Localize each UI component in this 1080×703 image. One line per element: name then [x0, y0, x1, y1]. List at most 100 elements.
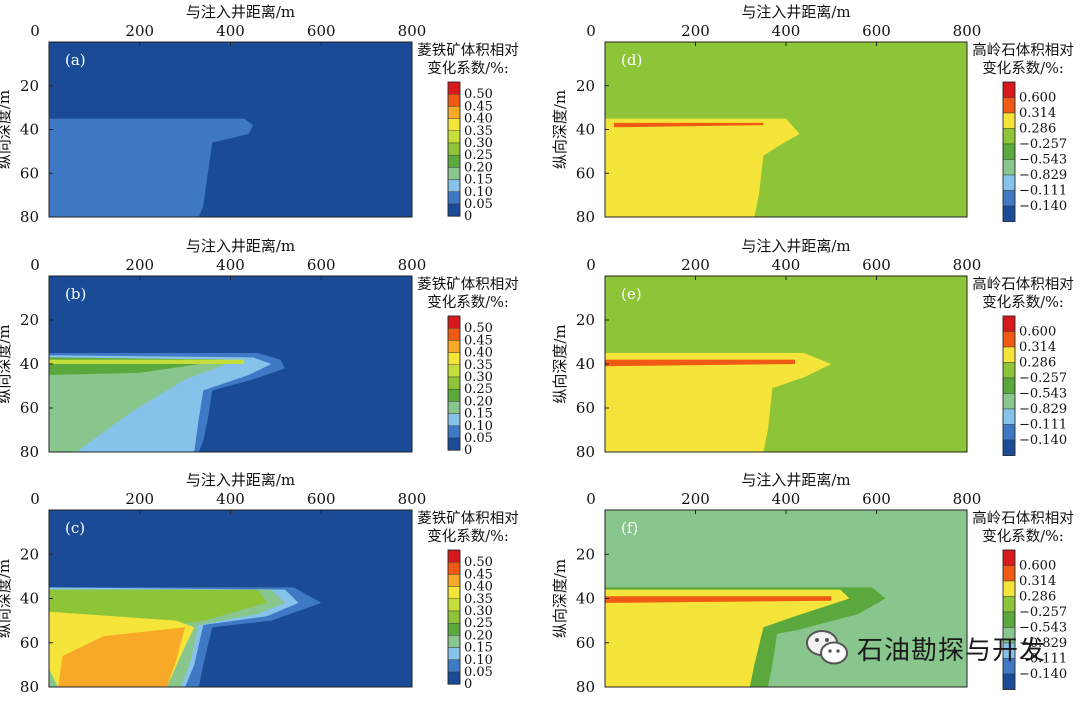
- x-tick-label: 800: [398, 22, 427, 40]
- legend-level-label: 0: [464, 209, 472, 224]
- y-axis-label: 纵向深度/m: [551, 559, 569, 638]
- y-tick-label: 80: [576, 208, 595, 226]
- legend-swatch: [447, 154, 461, 168]
- legend-level-label: −0.257: [1019, 605, 1067, 620]
- y-axis-label: 纵向深度/m: [0, 559, 13, 638]
- legend-title: 菱铁矿体积相对: [417, 276, 519, 293]
- legend-swatch: [1002, 580, 1016, 597]
- x-tick-label: 400: [216, 22, 245, 40]
- y-tick-label: 40: [576, 355, 595, 373]
- legend-level-label: 0.25: [464, 616, 493, 631]
- legend-level-label: −0.111: [1019, 652, 1067, 667]
- legend-swatch: [447, 574, 461, 587]
- x-tick-label: 400: [772, 256, 801, 274]
- legend-level-label: 0.35: [464, 124, 493, 139]
- legend-level-label: 0.25: [464, 382, 493, 397]
- legend-level-label: 0.600: [1019, 91, 1056, 106]
- legend-level-label: −0.543: [1019, 387, 1067, 402]
- legend-swatch: [1002, 205, 1016, 222]
- x-tick-label: 200: [125, 490, 154, 508]
- legend-level-label: 0.20: [464, 628, 493, 643]
- y-tick-label: 80: [20, 208, 39, 226]
- x-tick-label: 0: [30, 256, 40, 274]
- y-tick-label: 20: [20, 77, 39, 95]
- legend-swatch: [447, 671, 461, 685]
- legend-swatch: [1002, 408, 1016, 425]
- legend-swatch: [1002, 128, 1016, 145]
- y-axis-label: 纵向深度/m: [0, 324, 13, 403]
- legend-swatch: [1002, 424, 1016, 441]
- legend-swatch: [447, 93, 461, 107]
- y-tick-label: 60: [576, 164, 595, 182]
- y-tick-label: 40: [20, 121, 39, 139]
- x-tick-label: 0: [586, 490, 596, 508]
- panel-label: (f): [621, 519, 638, 537]
- legend-level-label: 0.286: [1019, 590, 1056, 605]
- x-axis-label: 与注入井距离/m: [186, 237, 295, 255]
- legend-level-label: 0.20: [464, 394, 493, 409]
- legend-level-label: 0.50: [464, 321, 493, 336]
- legend-title: 高岭石体积相对: [972, 276, 1074, 293]
- legend-swatch: [447, 659, 461, 673]
- contour-region: [605, 589, 850, 687]
- y-axis-label: 纵向深度/m: [551, 324, 569, 403]
- legend-swatch: [447, 635, 461, 648]
- legend-level-label: 0.40: [464, 346, 493, 361]
- y-tick-label: 20: [576, 311, 595, 329]
- legend-title: 变化系数/%:: [982, 528, 1064, 545]
- legend-level-label: 0.40: [464, 580, 493, 595]
- x-tick-label: 800: [398, 490, 427, 508]
- legend-level-label: 0.10: [464, 419, 493, 434]
- y-tick-label: 40: [20, 590, 39, 608]
- x-tick-label: 200: [681, 22, 710, 40]
- watermark-text: 石油勘探与开发: [857, 635, 1047, 666]
- panel-label: (e): [621, 285, 642, 303]
- legend-swatch: [447, 623, 461, 636]
- y-tick-label: 60: [20, 164, 39, 182]
- legend-swatch: [447, 328, 461, 341]
- y-tick-label: 60: [20, 399, 39, 417]
- panel-e: 0 200 400 600 800 与注入井距离/m 20 40 60 80 纵向深度/m (e) 高岭…: [551, 237, 1074, 461]
- legend-level-label: −0.111: [1019, 418, 1067, 433]
- x-tick-label: 600: [862, 256, 891, 274]
- legend-swatch: [447, 81, 461, 95]
- legend-level-label: 0: [464, 677, 472, 692]
- legend-level-label: 0.314: [1019, 574, 1056, 589]
- legend-level-label: 0.25: [464, 148, 493, 163]
- x-axis-label: 与注入井距离/m: [741, 237, 850, 255]
- legend-swatch: [447, 179, 461, 193]
- contour-region: [49, 118, 254, 217]
- panel-label: (d): [621, 51, 642, 69]
- x-tick-label: 0: [586, 22, 596, 40]
- legend-level-label: −0.257: [1019, 371, 1067, 386]
- legend-swatch: [1002, 159, 1016, 176]
- y-tick-label: 40: [576, 590, 595, 608]
- legend-swatch: [1002, 393, 1016, 410]
- x-tick-label: 800: [953, 256, 982, 274]
- x-tick-label: 600: [307, 490, 336, 508]
- legend-level-label: −0.257: [1019, 137, 1067, 152]
- panel-f: 0 200 400 600 800 与注入井距离/m 20 40 60 80 纵向深度/m (f) 高岭…: [551, 471, 1074, 696]
- legend-swatch: [1002, 596, 1016, 613]
- legend-swatch: [447, 413, 461, 427]
- contour-region: [614, 122, 764, 128]
- legend-level-label: 0.286: [1019, 356, 1056, 371]
- legend-level-label: 0.30: [464, 604, 493, 619]
- legend-level-label: 0.50: [464, 555, 493, 570]
- legend-level-label: −0.829: [1019, 402, 1067, 417]
- legend-level-label: 0.30: [464, 136, 493, 151]
- legend-swatch: [447, 315, 461, 329]
- legend-level-label: −0.543: [1019, 621, 1067, 636]
- panel-c: 0 200 400 600 800 与注入井距离/m 20 40 60 80 纵向深度/m (c) 菱铁…: [0, 471, 519, 696]
- legend-level-label: 0.10: [464, 653, 493, 668]
- legend-level-label: 0.50: [464, 87, 493, 102]
- legend-level-label: −0.140: [1019, 667, 1067, 682]
- legend-level-label: 0.15: [464, 173, 493, 188]
- legend-title: 变化系数/%:: [427, 294, 509, 311]
- y-tick-label: 80: [576, 443, 595, 461]
- legend-swatch: [447, 425, 461, 439]
- legend-title: 变化系数/%:: [427, 528, 509, 545]
- contour-region: [49, 359, 245, 364]
- legend-swatch: [1002, 174, 1016, 191]
- legend-swatch: [447, 191, 461, 205]
